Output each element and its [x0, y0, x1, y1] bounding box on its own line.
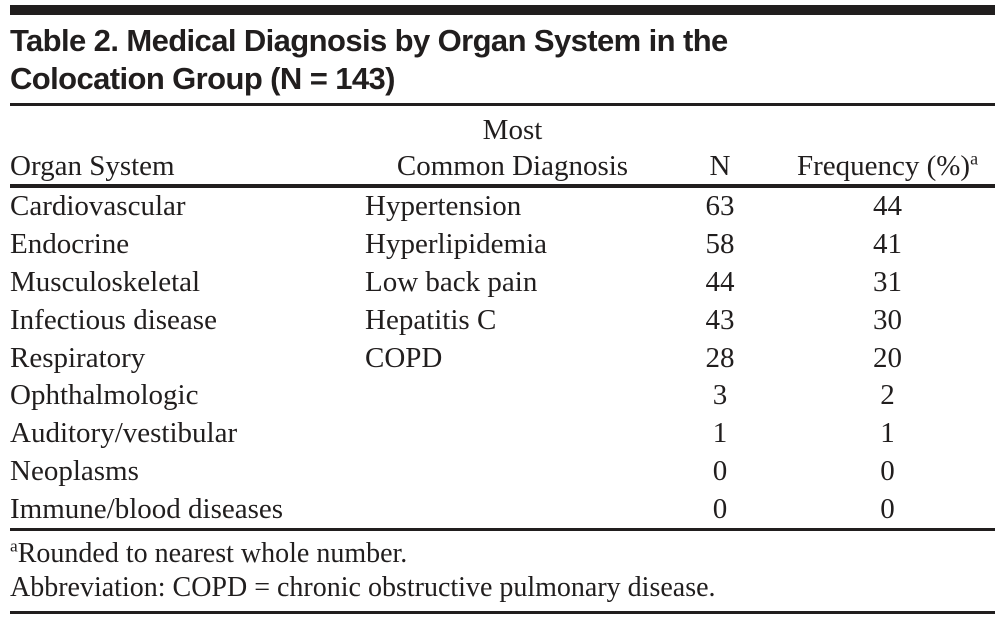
diagnosis-cell: Hepatitis C — [365, 303, 497, 336]
table-title-line2: Colocation Group (N = 143) — [10, 61, 395, 96]
table-row: Auditory/vestibular 1 1 — [10, 415, 995, 453]
table-row: Infectious disease Hepatitis C 43 30 — [10, 301, 995, 339]
table-title-line1: Table 2. Medical Diagnosis by Organ Syst… — [10, 23, 728, 58]
n-cell: 63 — [705, 190, 735, 223]
rule-under-header — [10, 184, 995, 188]
frequency-cell: 0 — [880, 454, 895, 487]
frequency-cell: 1 — [880, 417, 895, 450]
table-title: Table 2. Medical Diagnosis by Organ Syst… — [10, 22, 995, 98]
table-row: Neoplasms 0 0 — [10, 453, 995, 491]
n-cell: 28 — [705, 341, 735, 374]
table-row: Immune/blood diseases 0 0 — [10, 490, 995, 528]
organ-system-cell: Endocrine — [10, 228, 130, 261]
organ-system-cell: Auditory/vestibular — [10, 417, 238, 450]
header-frequency: Frequency (%)a — [780, 148, 995, 184]
table-top-rule — [10, 5, 995, 15]
table-row: Ophthalmologic 3 2 — [10, 377, 995, 415]
n-cell: 1 — [712, 417, 728, 450]
table-footnotes: aRounded to nearest whole number. Abbrev… — [10, 537, 995, 605]
organ-system-cell: Immune/blood diseases — [10, 492, 284, 525]
footnote-a-marker: a — [10, 536, 18, 556]
header-diagnosis-line1: Most — [482, 114, 543, 146]
n-cell: 43 — [705, 303, 735, 336]
n-cell: 0 — [712, 454, 728, 487]
rule-under-title — [10, 103, 995, 106]
diagnosis-cell: Hyperlipidemia — [365, 228, 548, 261]
organ-system-cell: Respiratory — [10, 341, 146, 374]
table-row: Respiratory COPD 28 20 — [10, 339, 995, 377]
diagnosis-cell: Low back pain — [365, 265, 538, 298]
n-cell: 0 — [712, 492, 728, 525]
table-row: Cardiovascular Hypertension 63 44 — [10, 188, 995, 226]
table-header-row: Organ System Most Common Diagnosis N Fre… — [10, 112, 995, 184]
header-frequency-footnote-marker: a — [970, 148, 979, 169]
organ-system-cell: Musculoskeletal — [10, 265, 201, 298]
header-n: N — [709, 150, 731, 182]
n-cell: 3 — [712, 379, 728, 412]
diagnosis-cell: Hypertension — [365, 190, 522, 223]
frequency-cell: 41 — [873, 228, 902, 261]
frequency-cell: 31 — [873, 265, 902, 298]
header-most-common-diagnosis: Most Common Diagnosis — [365, 112, 660, 184]
frequency-cell: 30 — [873, 303, 902, 336]
table-body: Cardiovascular Hypertension 63 44 Endocrine H… — [10, 188, 995, 528]
n-cell: 44 — [705, 265, 735, 298]
header-diagnosis-line2: Common Diagnosis — [396, 150, 629, 182]
table-bottom-rule — [10, 611, 995, 615]
frequency-cell: 20 — [873, 341, 902, 374]
table-row: Musculoskeletal Low back pain 44 31 — [10, 264, 995, 302]
organ-system-cell: Neoplasms — [10, 454, 139, 487]
organ-system-cell: Cardiovascular — [10, 190, 186, 223]
footnote-abbreviation: Abbreviation: COPD = chronic obstructive… — [10, 572, 716, 604]
table-row: Endocrine Hyperlipidemia 58 41 — [10, 226, 995, 264]
frequency-cell: 0 — [880, 492, 895, 525]
frequency-cell: 44 — [873, 190, 902, 223]
organ-system-cell: Infectious disease — [10, 303, 217, 336]
n-cell: 58 — [705, 228, 735, 261]
diagnosis-cell: COPD — [365, 341, 443, 374]
footnote-a-text: Rounded to nearest whole number. — [17, 538, 408, 570]
header-frequency-label: Frequency (%) — [796, 150, 971, 182]
frequency-cell: 2 — [880, 379, 895, 412]
rule-above-footnotes — [10, 528, 995, 532]
footnote-a: aRounded to nearest whole number. — [10, 537, 995, 571]
header-organ-system: Organ System — [10, 150, 175, 182]
organ-system-cell: Ophthalmologic — [10, 379, 199, 412]
